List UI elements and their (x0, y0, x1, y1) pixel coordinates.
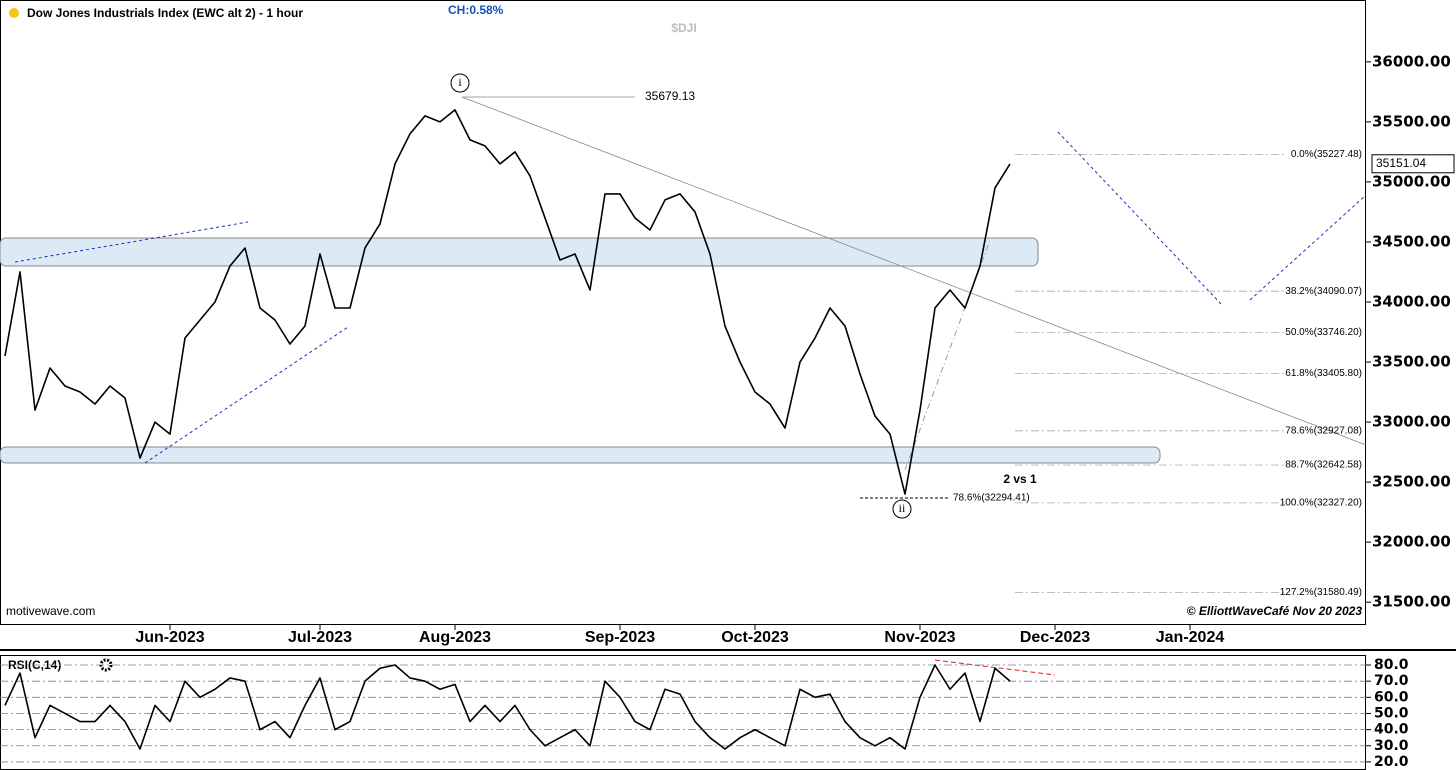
peak-label: 35679.13 (645, 89, 695, 103)
x-tick-label: Jul-2023 (288, 629, 352, 646)
y-tick-label: 34500.00 (1372, 232, 1451, 250)
wave-line (144, 326, 349, 464)
y-tick-label: 32000.00 (1372, 533, 1451, 551)
rsi-panel (0, 655, 1366, 770)
x-tick-label: Nov-2023 (884, 629, 955, 646)
price-panel (0, 0, 1366, 625)
x-tick-label: Jan-2024 (1156, 629, 1225, 646)
x-tick-label: Aug-2023 (419, 629, 491, 646)
y-tick-label: 40.0 (1374, 722, 1409, 738)
fib-label: 88.7%(32642.58) (1285, 460, 1362, 471)
y-tick-label: 36000.00 (1372, 52, 1451, 70)
y-tick-label: 30.0 (1374, 738, 1409, 754)
chart-title: Dow Jones Industrials Index (EWC alt 2) … (27, 6, 303, 20)
trendline (461, 96, 1367, 446)
x-tick-label: Dec-2023 (1020, 629, 1090, 646)
wave-marker (892, 499, 912, 519)
wave-label: i (458, 75, 462, 89)
fib-label: 0.0%(35227.48) (1291, 149, 1362, 160)
source: motivewave.com (6, 604, 95, 618)
last-price-box (1371, 154, 1455, 174)
symbol-watermark: $DJI (671, 21, 696, 35)
price-line (4, 664, 1011, 750)
wave-marker (450, 73, 470, 93)
y-tick-label: 20.0 (1374, 754, 1409, 770)
y-tick-label: 33000.00 (1372, 413, 1451, 431)
x-tick-label: Jun-2023 (135, 629, 204, 646)
price-line (4, 109, 1011, 495)
y-tick-label: 70.0 (1374, 673, 1409, 689)
fib-label: 61.8%(33405.80) (1285, 368, 1362, 379)
projection-line (1249, 194, 1367, 301)
resistance-zone (0, 237, 1039, 267)
retrace-label: 78.6%(32294.41) (953, 493, 1030, 504)
y-tick-label: 35500.00 (1372, 112, 1451, 130)
y-tick-label: 33500.00 (1372, 353, 1451, 371)
credit: © ElliottWaveCafé Nov 20 2023 (1187, 604, 1363, 618)
y-tick-label: 50.0 (1374, 705, 1409, 721)
x-tick-label: Oct-2023 (721, 629, 789, 646)
wave-label: ii (899, 501, 906, 515)
fib-label: 38.2%(34090.07) (1285, 286, 1362, 297)
change-label: CH:0.58% (448, 3, 504, 17)
y-tick-label: 80.0 (1374, 657, 1409, 673)
support-zone (0, 446, 1161, 464)
y-tick-label: 32500.00 (1372, 473, 1451, 491)
y-tick-label: 60.0 (1374, 689, 1409, 705)
last-price-label: 35151.04 (1376, 156, 1426, 170)
projection-line (1057, 131, 1223, 306)
fib-label: 50.0%(33746.20) (1285, 327, 1362, 338)
y-tick-label: 35000.00 (1372, 172, 1451, 190)
note: 2 vs 1 (1003, 472, 1037, 486)
status-dot (9, 8, 19, 18)
fib-label: 127.2%(31580.49) (1280, 587, 1362, 598)
y-tick-label: 31500.00 (1372, 593, 1451, 611)
fib-label: 78.6%(32927.08) (1285, 425, 1362, 436)
x-tick-label: Sep-2023 (585, 629, 655, 646)
fib-label: 100.0%(32327.20) (1280, 497, 1362, 508)
y-tick-label: 34000.00 (1372, 292, 1451, 310)
